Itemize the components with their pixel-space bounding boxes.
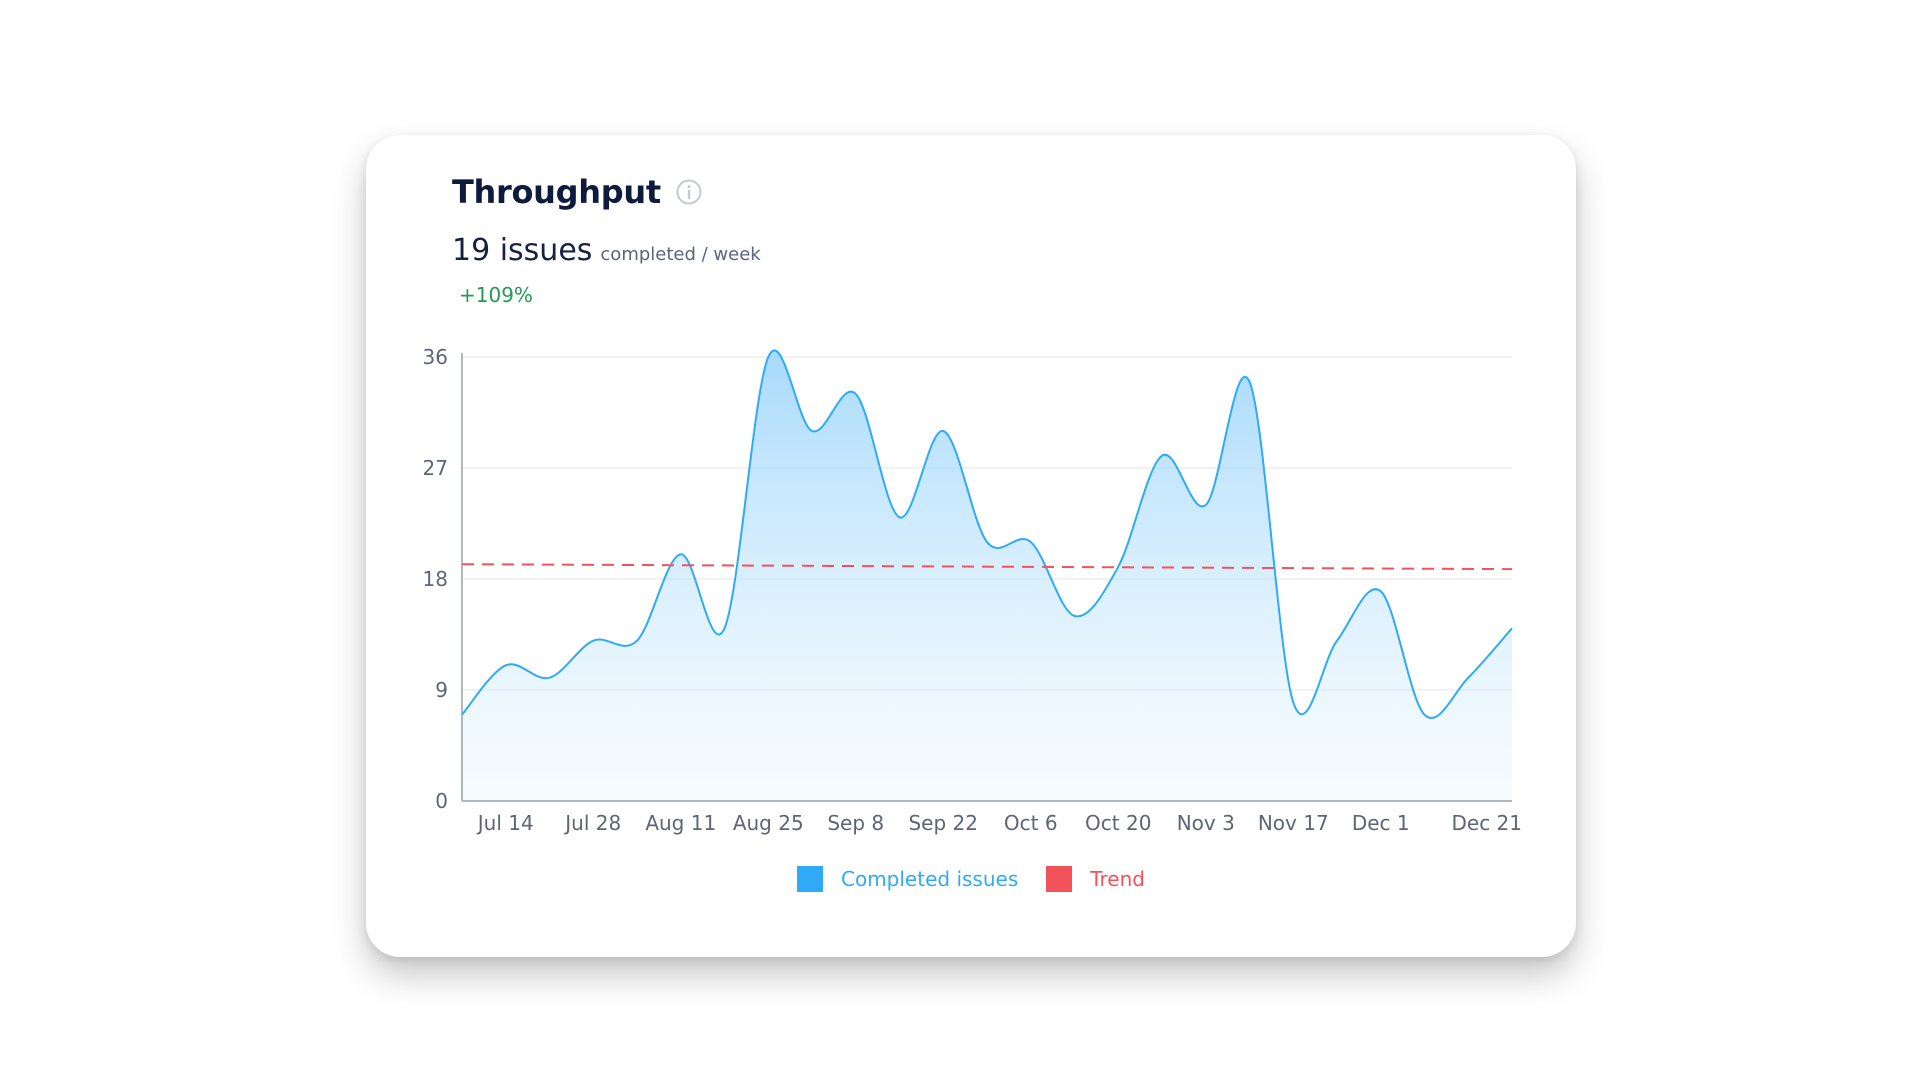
data-point-sep-29[interactable] — [984, 539, 990, 545]
data-point-aug-11[interactable] — [678, 551, 684, 557]
y-tick-label-36: 36 — [423, 345, 448, 369]
metric-change: +109% — [459, 283, 533, 307]
throughput-card: Throughput 19 issues completed / week +1… — [366, 135, 1576, 957]
data-point-jul-14[interactable] — [503, 662, 509, 668]
y-tick-label-18: 18 — [423, 567, 448, 591]
throughput-stat: 19 issues completed / week — [452, 233, 761, 268]
x-tick-label-2: Aug 11 — [645, 811, 716, 835]
throughput-chart: 0 9 18 27 36 Jul 14 Jul 28 Aug 11 Aug 25 Sep 8 Sep… — [423, 345, 1522, 835]
completed-issues-line — [461, 349, 1513, 719]
data-point-jul-21[interactable] — [547, 675, 553, 681]
data-point-jul-7[interactable] — [459, 712, 465, 718]
x-tick-label-1: Jul 28 — [563, 811, 621, 835]
legend-label-completed-issues: Completed issues — [841, 867, 1019, 891]
completed-issues-area — [462, 350, 1512, 801]
data-point-sep-1[interactable] — [809, 428, 815, 434]
x-tick-label-8: Nov 3 — [1177, 811, 1235, 835]
x-tick-label-9: Nov 17 — [1258, 811, 1329, 835]
data-point-sep-8[interactable] — [853, 391, 859, 397]
legend-swatch-completed-issues — [797, 866, 823, 892]
x-tick-label-10: Dec 1 — [1352, 811, 1410, 835]
x-tick-label-3: Aug 25 — [733, 811, 804, 835]
y-tick-label-9: 9 — [435, 678, 448, 702]
data-point-jul-28[interactable] — [590, 638, 596, 644]
x-tick-label-11: Dec 21 — [1451, 811, 1522, 835]
data-point-sep-15[interactable] — [897, 514, 903, 520]
metric-value: 19 issues — [452, 233, 593, 268]
data-point-dec-22[interactable] — [1509, 625, 1515, 631]
data-point-oct-20[interactable] — [1115, 564, 1121, 570]
x-tick-label-6: Oct 6 — [1004, 811, 1058, 835]
metric-unit: completed / week — [600, 244, 761, 265]
data-point-oct-13[interactable] — [1072, 613, 1078, 619]
x-tick-label-4: Sep 8 — [827, 811, 884, 835]
legend-item-trend[interactable]: Trend — [1046, 866, 1145, 892]
data-point-oct-27[interactable] — [1159, 453, 1165, 459]
chart-legend: Completed issues Trend — [366, 866, 1576, 892]
legend-label-trend: Trend — [1090, 867, 1145, 891]
legend-swatch-trend — [1046, 866, 1073, 892]
info-circle-icon[interactable] — [675, 178, 703, 206]
data-point-sep-22[interactable] — [940, 428, 946, 434]
data-point-nov-3[interactable] — [1203, 502, 1209, 508]
data-point-oct-6[interactable] — [1028, 539, 1034, 545]
data-point-dec-1[interactable] — [1378, 588, 1384, 594]
x-tick-label-5: Sep 22 — [908, 811, 978, 835]
x-tick-label-7: Oct 20 — [1085, 811, 1151, 835]
data-point-nov-17[interactable] — [1290, 699, 1296, 705]
data-point-aug-4[interactable] — [634, 638, 640, 644]
title-row: Throughput — [452, 173, 703, 211]
data-point-nov-10[interactable] — [1247, 379, 1253, 385]
trend-line — [461, 563, 1513, 571]
card-title: Throughput — [452, 173, 661, 211]
y-tick-label-27: 27 — [423, 456, 448, 480]
data-point-dec-15[interactable] — [1465, 675, 1471, 681]
data-point-nov-24[interactable] — [1334, 638, 1340, 644]
data-point-aug-18[interactable] — [722, 625, 728, 631]
data-point-aug-25[interactable] — [765, 354, 771, 360]
data-point-dec-8[interactable] — [1422, 712, 1428, 718]
x-tick-label-0: Jul 14 — [476, 811, 534, 835]
y-tick-label-0: 0 — [435, 789, 448, 813]
legend-item-completed-issues[interactable]: Completed issues — [797, 866, 1018, 892]
